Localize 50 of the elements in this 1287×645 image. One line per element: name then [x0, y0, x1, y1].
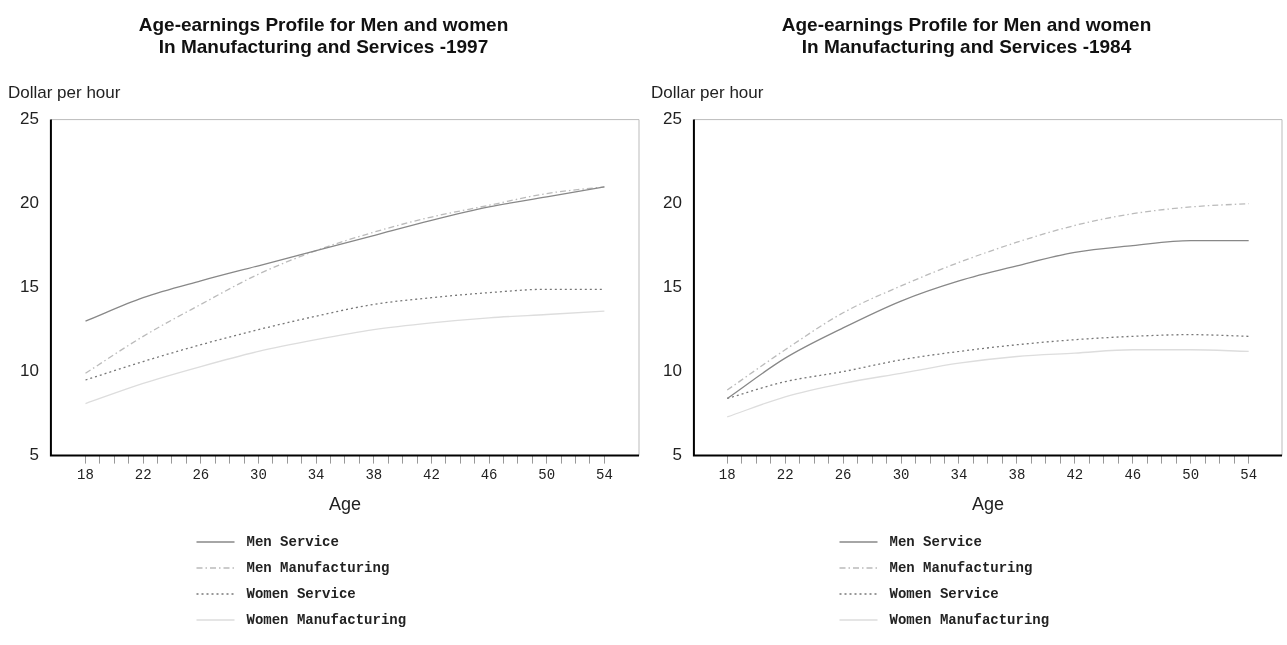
- x-tick-label: 54: [1240, 466, 1258, 483]
- x-tick-label: 46: [480, 466, 498, 483]
- y-tick-label: 10: [662, 361, 682, 381]
- y-axis-title: Dollar per hour: [651, 82, 764, 102]
- x-tick-label: 46: [1124, 466, 1142, 483]
- x-tick-label: 38: [365, 466, 383, 483]
- x-tick-label: 54: [596, 466, 613, 483]
- y-tick-label: 15: [662, 277, 682, 297]
- y-tick-label: 20: [662, 193, 682, 213]
- x-tick-label: 18: [77, 466, 94, 483]
- x-tick-label: 26: [192, 466, 210, 483]
- line-series: [84, 186, 606, 322]
- x-tick-label: 22: [776, 466, 794, 483]
- legend-label: Women Service: [889, 585, 999, 602]
- x-tick-label: 42: [423, 466, 440, 483]
- legend-label: Men Manufacturing: [889, 559, 1033, 576]
- chart-title: Age-earnings Profile for Men and women In Manufacturing and Services -1997: [138, 13, 509, 58]
- x-tick-label: 50: [1182, 466, 1200, 483]
- legend-label: Women Service: [246, 585, 356, 602]
- y-tick-label: 5: [29, 445, 39, 465]
- y-tick-label: 5: [672, 445, 682, 465]
- line-series: [726, 202, 1250, 391]
- y-tick-label: 25: [19, 109, 39, 129]
- y-tick-label: 10: [19, 361, 39, 381]
- x-axis-title: Age: [971, 494, 1004, 515]
- x-tick-label: 18: [718, 466, 736, 483]
- x-tick-label: 30: [250, 466, 267, 483]
- y-axis-title: Dollar per hour: [8, 82, 121, 102]
- y-tick-label: 25: [662, 109, 682, 129]
- x-tick-label: 26: [834, 466, 852, 483]
- x-tick-label: 50: [538, 466, 556, 483]
- line-series: [84, 310, 606, 405]
- x-axis-title: Age: [328, 494, 361, 515]
- legend-label: Women Manufacturing: [246, 611, 407, 628]
- line-series: [726, 333, 1250, 400]
- x-tick-label: 42: [1066, 466, 1084, 483]
- line-series: [726, 349, 1250, 418]
- legend-label: Men Manufacturing: [246, 559, 390, 576]
- y-tick-label: 15: [19, 277, 39, 297]
- legend-label: Men Service: [889, 533, 982, 550]
- x-tick-label: 34: [950, 466, 968, 483]
- x-tick-label: 30: [892, 466, 910, 483]
- x-tick-label: 22: [134, 466, 152, 483]
- x-tick-label: 34: [307, 466, 325, 483]
- legend-label: Women Manufacturing: [889, 611, 1050, 628]
- y-tick-label: 20: [19, 193, 39, 213]
- chart-title: Age-earnings Profile for Men and women In Manufacturing and Services -1984: [781, 13, 1152, 58]
- line-series: [726, 239, 1250, 400]
- legend-label: Men Service: [246, 533, 339, 550]
- x-tick-label: 38: [1008, 466, 1026, 483]
